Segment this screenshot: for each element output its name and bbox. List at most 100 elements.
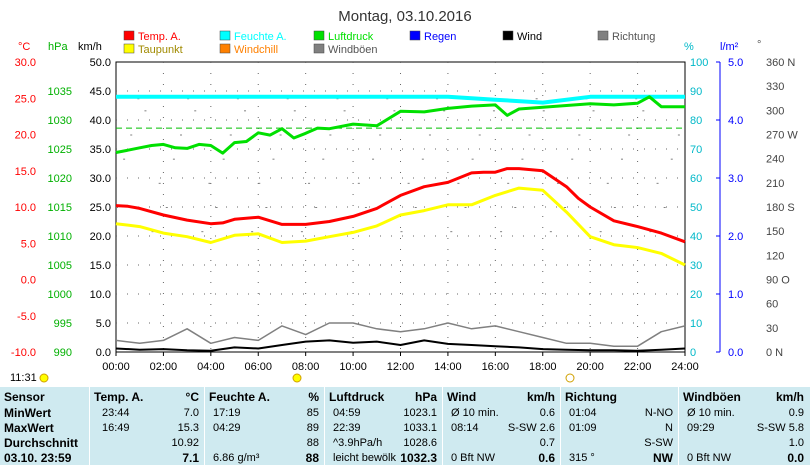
- direction-tick: 270 W: [766, 130, 798, 142]
- table-column-3: Luftdruck hPa 04:59 1023.1 22:39 1033.1 ^3.9hP…: [325, 387, 443, 465]
- pressure-tick: 990: [54, 347, 72, 359]
- table-cell: 17:19 85: [209, 406, 319, 421]
- table-separator: [324, 387, 325, 465]
- table-cell-value: N: [665, 422, 673, 434]
- direction-dot: [130, 134, 133, 136]
- legend-swatch-8: [597, 30, 609, 41]
- table-cell: 22:39 1033.1: [329, 421, 437, 436]
- direction-dot: [244, 110, 247, 112]
- sunrise-icon: [292, 373, 302, 383]
- pressure-tick: 1025: [48, 144, 72, 156]
- table-header: Temp. A. °C: [94, 390, 199, 405]
- table-cell-value: 15.3: [177, 422, 199, 434]
- direction-dot: [258, 182, 261, 184]
- table-cell-value: 1.0: [788, 437, 804, 449]
- table-cell-value: 88: [305, 451, 319, 465]
- direction-dot: [478, 134, 481, 136]
- time-tick: 12:00: [387, 361, 415, 373]
- pressure-tick: 1005: [48, 260, 72, 272]
- direction-dot: [215, 207, 218, 208]
- table-cell: MinWert: [4, 406, 84, 421]
- rain-tick: 5.0: [728, 57, 743, 69]
- table-cell-value: 7.0: [183, 407, 199, 419]
- direction-dot: [400, 231, 403, 233]
- pressure-tick: 1010: [48, 231, 72, 243]
- pressure-tick: 1000: [48, 289, 72, 301]
- table-separator: [204, 387, 205, 465]
- table-cell: Ø 10 min. 0.6: [447, 406, 555, 421]
- direction-tick: 90 O: [766, 275, 790, 287]
- table-cell: Ø 10 min. 0.9: [683, 406, 804, 421]
- table-header-name: Luftdruck: [329, 390, 385, 404]
- wind-tick: 5.0: [96, 318, 111, 330]
- time-tick: 18:00: [529, 361, 557, 373]
- direction-tick: 360 N: [766, 57, 795, 69]
- direction-dot: [592, 110, 595, 112]
- direction-dot: [379, 134, 382, 136]
- pressure-tick: 995: [54, 318, 72, 330]
- table-row-label: Durchschnitt: [4, 436, 79, 450]
- direction-tick: 210: [766, 178, 784, 190]
- direction-dot: [194, 110, 197, 112]
- humidity-tick: 0: [690, 347, 696, 359]
- direction-tick: 180 S: [766, 202, 795, 214]
- humidity-tick: 30: [690, 260, 702, 272]
- direction-dot: [414, 207, 417, 208]
- table-cell-sub: ^3.9hPa/h: [333, 437, 383, 449]
- direction-axis-unit: °: [757, 39, 761, 51]
- table-header: Windböen km/h: [683, 390, 804, 405]
- table-cell-sub: 04:59: [333, 407, 361, 419]
- legend-label-3: Windchill: [234, 44, 278, 56]
- direction-tick: 0 N: [766, 347, 783, 359]
- rain-tick: 3.0: [728, 173, 743, 185]
- humidity-axis-unit: %: [684, 41, 694, 53]
- wind-tick: 50.0: [90, 57, 111, 69]
- table-cell: S-SW: [565, 436, 673, 451]
- table-cell: 0 Bft NW 0.0: [683, 451, 804, 466]
- direction-dot: [322, 158, 325, 160]
- rain-tick: 4.0: [728, 115, 743, 127]
- table-cell: 88: [209, 436, 319, 451]
- direction-dot: [464, 207, 467, 208]
- sunset-icon: [565, 373, 575, 383]
- table-cell-sub: 09:29: [687, 422, 715, 434]
- table-cell-sub: 01:09: [569, 422, 597, 434]
- table-header-name: Temp. A.: [94, 390, 144, 404]
- humidity-tick: 100: [690, 57, 708, 69]
- direction-dot: [677, 134, 680, 136]
- table-cell-sub: 17:19: [213, 407, 241, 419]
- legend-swatch-0: [123, 30, 135, 41]
- direction-dot: [421, 158, 424, 160]
- humidity-tick: 70: [690, 144, 702, 156]
- table-cell: leicht bewölk 1032.3: [329, 451, 437, 466]
- direction-dot: [407, 182, 410, 184]
- table-header: Luftdruck hPa: [329, 390, 437, 405]
- table-cell-sub: 22:39: [333, 422, 361, 434]
- direction-dot: [571, 158, 574, 160]
- table-cell-sub: Ø 10 min.: [451, 407, 499, 419]
- table-column-4: Wind km/h Ø 10 min. 0.6 08:14 S-SW 2.6 0.7 0 Bf…: [443, 387, 561, 465]
- table-cell-sub: 01:04: [569, 407, 597, 419]
- sun-time-left: 11:31: [10, 372, 37, 384]
- direction-dot: [606, 182, 609, 184]
- table-cell-sub: 0 Bft NW: [451, 452, 496, 464]
- temp-tick: 0.0: [21, 275, 36, 287]
- table-cell: 315 ° NW: [565, 451, 673, 466]
- direction-tick: 120: [766, 250, 784, 262]
- legend-label-0: Temp. A.: [138, 31, 181, 43]
- series-wind: [115, 339, 686, 352]
- table-column-6: Windböen km/h Ø 10 min. 0.9 09:29 S-SW 5.8 1.0…: [679, 387, 810, 465]
- sun-icon: [39, 373, 49, 383]
- table-header-unit: °C: [185, 390, 199, 404]
- table-cell: 0.7: [447, 436, 555, 451]
- legend-label-2: Feuchte A.: [234, 31, 287, 43]
- wind-tick: 25.0: [90, 202, 111, 214]
- direction-dot: [528, 134, 531, 136]
- direction-dot: [180, 134, 183, 136]
- table-cell-value: 89: [306, 422, 319, 434]
- table-cell-sub: 23:44: [102, 407, 130, 419]
- direction-dot: [471, 158, 474, 160]
- direction-tick: 150: [766, 226, 784, 238]
- table-cell-value: 88: [306, 437, 319, 449]
- rain-axis-unit: l/m²: [720, 41, 739, 53]
